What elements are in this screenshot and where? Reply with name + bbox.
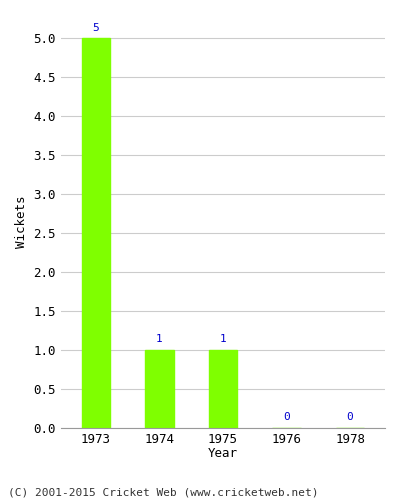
Bar <box>209 350 237 428</box>
Text: (C) 2001-2015 Cricket Web (www.cricketweb.net): (C) 2001-2015 Cricket Web (www.cricketwe… <box>8 488 318 498</box>
Text: 0: 0 <box>347 412 354 422</box>
Text: 0: 0 <box>283 412 290 422</box>
Text: 1: 1 <box>156 334 163 344</box>
Y-axis label: Wickets: Wickets <box>15 195 28 248</box>
Text: 5: 5 <box>92 23 99 33</box>
X-axis label: Year: Year <box>208 447 238 460</box>
Text: 1: 1 <box>220 334 226 344</box>
Bar <box>82 38 110 428</box>
Bar <box>145 350 174 428</box>
